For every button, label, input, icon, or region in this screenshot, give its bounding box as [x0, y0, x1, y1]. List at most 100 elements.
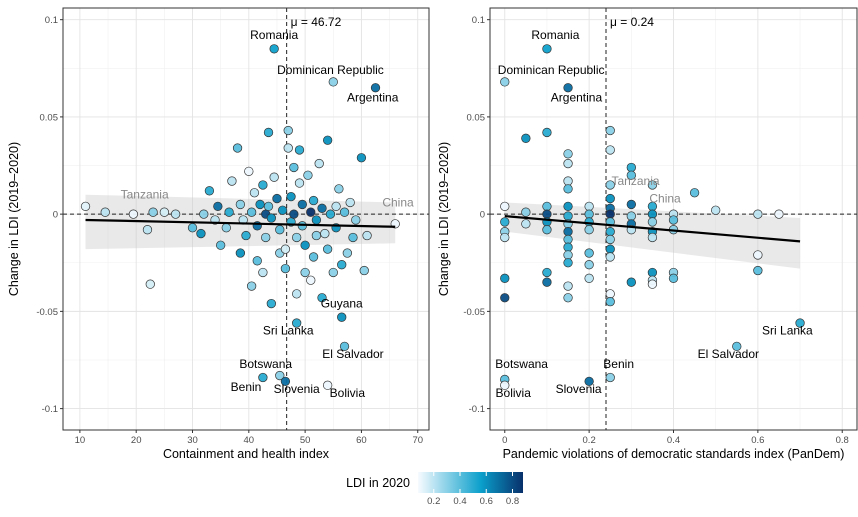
point-label: Bolivia: [496, 386, 532, 400]
data-point: [668, 215, 679, 225]
panel-1: Romania Dominican Republic Argentina Tanzan…: [7, 7, 430, 461]
data-point: [187, 223, 198, 233]
data-point: [145, 279, 155, 289]
data-point: [258, 267, 268, 278]
data-point: [605, 372, 615, 383]
point-label: Sri Lanka: [762, 324, 813, 338]
data-point: [563, 176, 573, 186]
data-point: [370, 83, 381, 93]
data-point: [500, 293, 510, 303]
data-point: [241, 230, 251, 241]
data-point: [306, 275, 316, 285]
data-point: [605, 125, 615, 136]
data-point: [774, 209, 784, 219]
legend-tick-label: 0.4: [453, 496, 466, 507]
y-axis-title: Change in LDI (2019–2020): [437, 142, 451, 296]
data-point: [500, 217, 510, 227]
point-label: Argentina: [551, 90, 603, 104]
point-label: El Salvador: [322, 347, 383, 361]
legend-tick-label: 0.8: [506, 496, 519, 507]
data-point: [356, 153, 367, 163]
data-point: [605, 252, 615, 262]
data-point: [263, 201, 274, 212]
data-point: [563, 226, 573, 237]
data-point: [286, 191, 296, 202]
data-point: [322, 380, 333, 390]
data-point: [308, 195, 319, 206]
data-point: [292, 232, 302, 243]
data-point: [297, 199, 307, 210]
data-point: [351, 215, 361, 225]
x-tick-label: 60: [356, 435, 367, 446]
data-point: [204, 186, 215, 196]
x-tick-label: 0: [502, 435, 507, 446]
data-point: [280, 244, 291, 254]
trend-line: [85, 218, 396, 228]
data-point: [584, 201, 594, 212]
data-point: [292, 318, 302, 328]
y-tick-label: 0.1: [45, 15, 58, 26]
data-point: [500, 273, 510, 283]
x-axis-title: Pandemic violations of democratic standa…: [503, 447, 845, 461]
data-point: [275, 370, 285, 381]
x-tick-label: 40: [244, 435, 255, 446]
data-point: [235, 199, 246, 210]
data-point: [563, 250, 573, 260]
data-point: [303, 170, 313, 180]
data-point: [689, 188, 700, 198]
data-point: [246, 207, 257, 217]
point-label: Sri Lanka: [263, 324, 314, 338]
data-point: [500, 232, 510, 243]
panel-2: Romania Dominican Republic Argentina Tanzan…: [437, 7, 858, 461]
data-point: [647, 232, 658, 243]
data-point: [359, 265, 369, 276]
data-point: [244, 166, 254, 177]
data-point: [266, 213, 276, 223]
data-point: [647, 279, 658, 289]
data-point: [605, 193, 615, 204]
data-point: [647, 180, 658, 190]
y-tick-label: 0: [480, 210, 485, 221]
data-point: [334, 184, 344, 194]
data-point: [668, 273, 679, 283]
y-tick-label: 0.05: [467, 112, 486, 123]
data-point: [542, 277, 552, 287]
data-point: [753, 265, 763, 276]
data-point: [320, 228, 330, 239]
data-point: [199, 209, 209, 219]
data-point: [626, 162, 636, 173]
x-tick-label: 70: [412, 435, 423, 446]
data-point: [605, 234, 615, 245]
data-point: [542, 201, 552, 212]
y-tick-label: -0.05: [463, 307, 485, 318]
data-point: [500, 77, 510, 87]
mean-label: μ = 46.72: [291, 15, 342, 29]
data-point: [563, 211, 573, 221]
data-point: [795, 318, 805, 328]
data-point: [542, 127, 552, 138]
point-label: Benin: [603, 357, 634, 371]
data-point: [224, 207, 234, 217]
data-point: [542, 209, 552, 219]
data-point: [605, 289, 615, 299]
data-point: [128, 209, 139, 219]
data-point: [563, 234, 573, 245]
data-point: [283, 143, 293, 153]
data-point: [300, 240, 310, 250]
data-point: [258, 180, 268, 190]
point-label: Romania: [250, 28, 298, 42]
data-point: [258, 372, 268, 383]
data-point: [753, 209, 763, 219]
data-point: [626, 170, 636, 180]
data-point: [235, 248, 246, 258]
point-label: Dominican Republic: [498, 63, 605, 77]
data-point: [300, 267, 310, 278]
data-point: [277, 205, 288, 215]
data-point: [563, 158, 573, 169]
data-point: [216, 240, 226, 250]
y-tick-label: -0.1: [469, 404, 485, 415]
data-point: [584, 260, 594, 270]
data-point: [196, 228, 206, 239]
legend-tick-label: 0.6: [480, 496, 493, 507]
